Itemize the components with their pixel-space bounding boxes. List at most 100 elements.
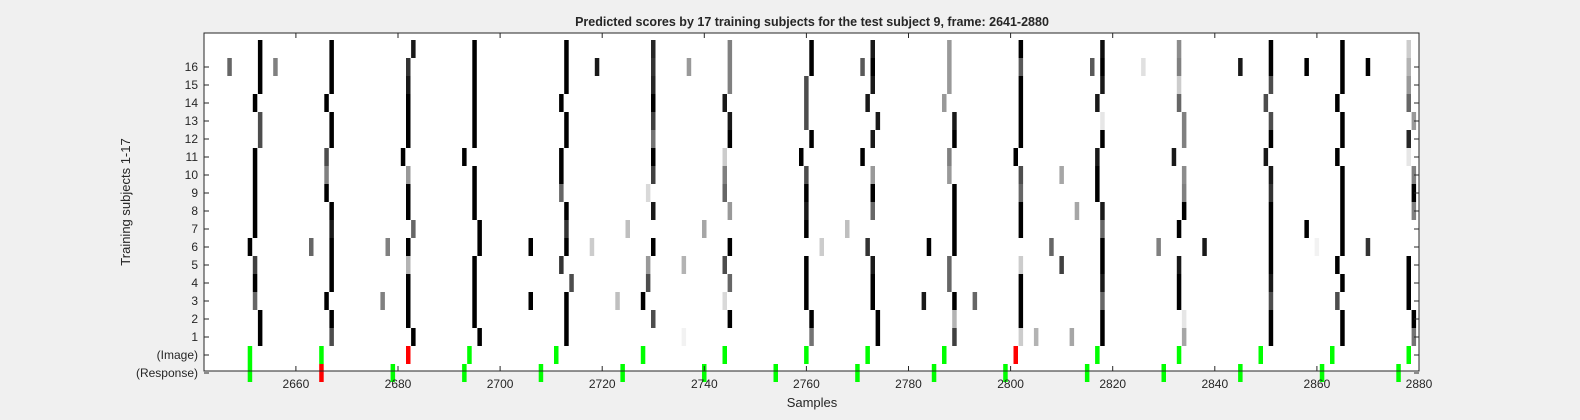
score-cell xyxy=(528,238,533,256)
score-cell xyxy=(870,130,875,148)
score-cell xyxy=(1340,76,1345,94)
trial-mark xyxy=(640,346,646,364)
score-cell xyxy=(1335,148,1340,166)
x-tick-label: 2860 xyxy=(1304,377,1331,391)
score-cell xyxy=(952,184,957,202)
score-cell xyxy=(324,184,329,202)
score-cell xyxy=(870,40,875,58)
score-cell xyxy=(406,76,411,94)
score-cell xyxy=(1411,328,1417,346)
score-cell xyxy=(564,40,569,58)
score-cell xyxy=(651,94,656,112)
score-cell xyxy=(1268,220,1274,238)
score-cell xyxy=(875,310,881,328)
score-cell xyxy=(727,112,733,130)
score-cell xyxy=(1090,58,1095,76)
score-cell xyxy=(472,130,477,148)
score-cell xyxy=(722,166,727,184)
score-cell xyxy=(252,292,258,310)
score-cell xyxy=(472,292,477,310)
plot-frame xyxy=(203,32,1420,372)
score-cell xyxy=(1095,148,1100,166)
x-tick-label: 2680 xyxy=(385,377,412,391)
score-cell xyxy=(406,130,411,148)
trial-mark xyxy=(702,364,707,382)
trial-mark xyxy=(467,346,472,364)
score-cell xyxy=(329,58,334,76)
score-cell xyxy=(559,256,564,274)
score-cell xyxy=(1100,112,1105,130)
score-cell xyxy=(329,76,334,94)
score-cell xyxy=(1304,220,1309,238)
score-cell xyxy=(1100,238,1105,256)
score-cell xyxy=(1340,328,1345,346)
score-cell xyxy=(645,274,651,292)
score-cell xyxy=(1268,40,1274,58)
score-cell xyxy=(1406,148,1411,166)
trial-mark xyxy=(1258,346,1263,364)
score-cell xyxy=(1340,58,1345,76)
score-cell xyxy=(947,148,952,166)
score-cell xyxy=(380,292,385,310)
score-cell xyxy=(589,238,595,256)
score-cell xyxy=(1018,94,1024,112)
score-cell xyxy=(472,40,477,58)
score-cell xyxy=(252,202,258,220)
score-cell xyxy=(1033,328,1039,346)
score-cell xyxy=(804,112,809,130)
score-cell xyxy=(406,184,411,202)
score-cell xyxy=(1018,166,1024,184)
score-cell xyxy=(804,256,809,274)
score-cell xyxy=(1411,112,1417,130)
score-cell xyxy=(1176,76,1182,94)
score-cell xyxy=(309,238,314,256)
score-cell xyxy=(1100,292,1105,310)
score-cell xyxy=(1018,202,1024,220)
score-cell xyxy=(1268,112,1274,130)
score-cell xyxy=(926,238,932,256)
score-cell xyxy=(645,256,651,274)
score-cell xyxy=(257,112,263,130)
score-cell xyxy=(411,328,416,346)
trial-mark xyxy=(1406,346,1411,364)
score-cell xyxy=(1176,220,1182,238)
score-cell xyxy=(727,238,733,256)
score-cell xyxy=(1268,310,1274,328)
score-cell xyxy=(1176,274,1182,292)
score-cell xyxy=(329,274,334,292)
score-cell xyxy=(564,58,569,76)
score-cell xyxy=(1100,310,1105,328)
score-cell xyxy=(477,328,482,346)
score-cell xyxy=(804,202,809,220)
score-cell xyxy=(406,94,411,112)
score-cell xyxy=(1268,166,1274,184)
score-cell xyxy=(947,76,952,94)
score-cell xyxy=(1095,166,1100,184)
score-cell xyxy=(1100,40,1105,58)
trial-marks xyxy=(247,346,1411,382)
score-cell xyxy=(727,310,733,328)
score-cell xyxy=(870,274,875,292)
score-cell xyxy=(651,130,656,148)
score-cell xyxy=(324,292,329,310)
score-cell xyxy=(559,148,564,166)
score-cell xyxy=(1304,58,1309,76)
y-tick-label: 7 xyxy=(191,222,198,236)
score-cell xyxy=(252,220,258,238)
score-cell xyxy=(1018,328,1024,346)
score-cell xyxy=(406,238,411,256)
score-cell xyxy=(329,328,334,346)
score-cell xyxy=(1176,256,1182,274)
trial-mark xyxy=(931,364,937,382)
score-cell xyxy=(329,40,334,58)
score-cell xyxy=(645,184,651,202)
score-cell xyxy=(809,328,814,346)
score-cell xyxy=(860,58,865,76)
score-cell xyxy=(324,166,329,184)
y-tick-label: 12 xyxy=(185,132,199,146)
score-cell xyxy=(1176,58,1182,76)
score-cell xyxy=(722,94,727,112)
x-tick-label: 2700 xyxy=(487,377,514,391)
score-cell xyxy=(564,130,569,148)
score-cell xyxy=(722,148,727,166)
